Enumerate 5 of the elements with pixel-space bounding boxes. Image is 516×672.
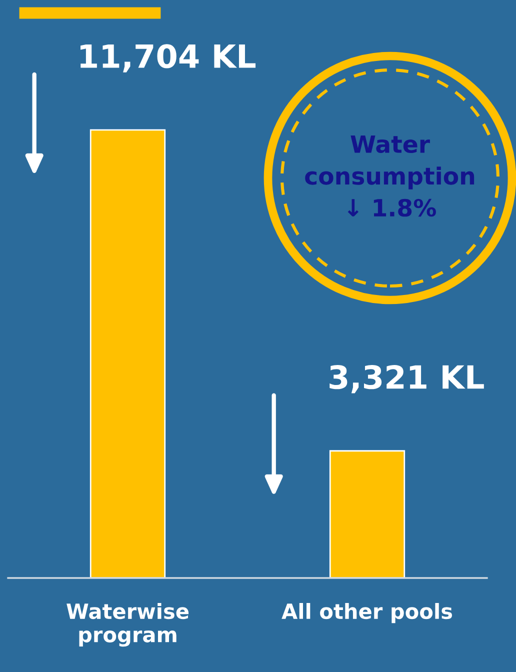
annotation: Water consumption ↓ 1.8% bbox=[305, 135, 474, 217]
data-label: 3,321 KL bbox=[330, 364, 484, 394]
x-tick-label: All other pools bbox=[282, 603, 452, 624]
x-tick-label: Waterwise program bbox=[66, 603, 189, 647]
data-label: 11,704 KL bbox=[80, 44, 256, 72]
